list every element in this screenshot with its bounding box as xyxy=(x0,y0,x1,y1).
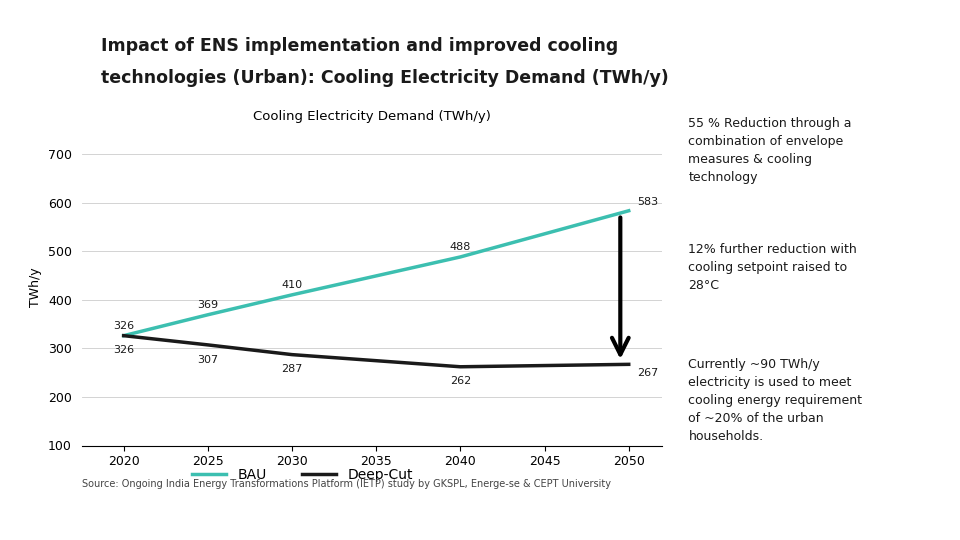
Text: Source: Ongoing India Energy Transformations Platform (IETP) study by GKSPL, Ene: Source: Ongoing India Energy Transformat… xyxy=(82,478,611,489)
Text: 326: 326 xyxy=(113,321,134,331)
Text: 307: 307 xyxy=(198,355,219,365)
Text: technologies (Urban): Cooling Electricity Demand (TWh/y): technologies (Urban): Cooling Electricit… xyxy=(101,69,668,87)
Text: Indo-Swiss Building Energy Efficiency Project (BEEP): Indo-Swiss Building Energy Efficiency Pr… xyxy=(8,521,279,531)
Text: 262: 262 xyxy=(449,376,471,387)
Text: 410: 410 xyxy=(281,280,302,290)
Text: 326: 326 xyxy=(113,346,134,355)
Text: 369: 369 xyxy=(198,300,219,310)
Text: Currently ~90 TWh/y
electricity is used to meet
cooling energy requirement
of ~2: Currently ~90 TWh/y electricity is used … xyxy=(688,359,862,443)
Text: 287: 287 xyxy=(281,364,302,374)
Title: Cooling Electricity Demand (TWh/y): Cooling Electricity Demand (TWh/y) xyxy=(253,110,491,123)
Text: 12% further reduction with
cooling setpoint raised to
28°C: 12% further reduction with cooling setpo… xyxy=(688,243,857,292)
Text: 21: 21 xyxy=(932,521,946,531)
Y-axis label: TWh/y: TWh/y xyxy=(30,268,42,307)
Text: 267: 267 xyxy=(637,368,659,378)
Text: 488: 488 xyxy=(449,242,471,252)
Text: Impact of ENS implementation and improved cooling: Impact of ENS implementation and improve… xyxy=(101,37,618,55)
Legend: BAU, Deep-Cut: BAU, Deep-Cut xyxy=(186,462,419,488)
Text: 55 % Reduction through a
combination of envelope
measures & cooling
technology: 55 % Reduction through a combination of … xyxy=(688,117,852,184)
Text: 583: 583 xyxy=(637,197,659,207)
